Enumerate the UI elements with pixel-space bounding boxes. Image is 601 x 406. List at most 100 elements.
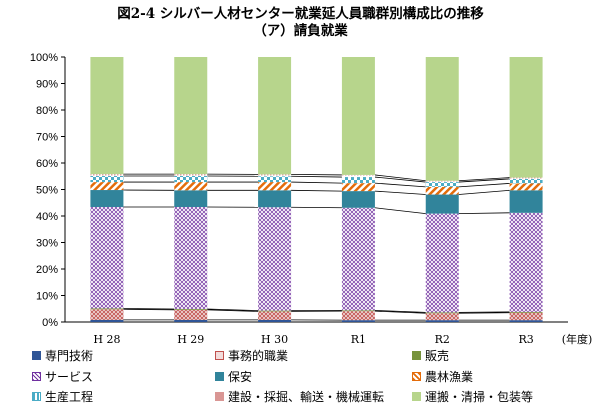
- bar-segment: [90, 57, 124, 175]
- bar-segment: [425, 186, 459, 195]
- bar-segment: [174, 174, 208, 176]
- legend-swatch: [412, 371, 421, 381]
- bar-segment: [258, 207, 292, 311]
- x-tick-label: H 30: [261, 333, 288, 346]
- legend-label: 販売: [425, 349, 450, 363]
- bar-segment: [174, 190, 208, 207]
- series-connector-line: [291, 175, 342, 178]
- series-connector-line: [207, 308, 259, 312]
- legend-item: 保安: [215, 368, 252, 385]
- x-unit-label: (年度): [562, 332, 593, 346]
- bar-segment: [90, 308, 124, 310]
- bar-stack: [174, 57, 208, 322]
- y-tick-label: 100%: [30, 52, 58, 64]
- y-tick-label: 90%: [36, 79, 58, 91]
- bar-segment: [90, 319, 124, 322]
- bar-segment: [341, 311, 375, 321]
- series-connector-line: [374, 176, 426, 183]
- bar-segment: [425, 182, 459, 187]
- legend-label: 専門技術: [45, 349, 94, 363]
- bar-segment: [509, 190, 543, 213]
- series-connector-line: [291, 181, 342, 184]
- bar-segment: [425, 213, 459, 313]
- bar-segment: [258, 57, 292, 175]
- legend-swatch: [215, 371, 224, 381]
- bar-segment: [425, 180, 459, 183]
- bar-segment: [90, 206, 124, 309]
- series-connector-line: [374, 310, 426, 314]
- bar-segment: [341, 183, 375, 192]
- legend-item: サービス: [32, 368, 93, 385]
- legend-swatch: [32, 392, 41, 401]
- bar-segment: [174, 175, 208, 183]
- legend-swatch: [215, 351, 224, 360]
- y-tick-label: 80%: [36, 105, 58, 117]
- bar-segment: [341, 320, 375, 322]
- bar-segment: [174, 206, 208, 310]
- y-tick-label: 30%: [36, 238, 58, 250]
- connector-lines: [123, 173, 510, 321]
- chart-title-line2: （ア）請負就業: [253, 23, 348, 39]
- y-tick-label: 10%: [36, 291, 58, 303]
- bar-stack: [90, 57, 124, 322]
- legend-swatch: [215, 392, 224, 401]
- series-connector-line: [374, 190, 426, 195]
- bar-segment: [258, 182, 292, 191]
- y-tick-label: 20%: [36, 264, 58, 276]
- series-connector-line: [374, 309, 426, 313]
- bar-segment: [258, 319, 292, 322]
- bar-segment: [425, 320, 459, 322]
- bar-segment: [341, 177, 375, 184]
- legend-label: 保安: [228, 369, 253, 384]
- legend-label: 農林漁業: [425, 369, 474, 384]
- bar-segment: [174, 309, 208, 310]
- bar-segment: [174, 57, 208, 175]
- legend-swatch: [412, 351, 421, 360]
- y-tick-label: 60%: [36, 158, 58, 170]
- legend-label: 建設・採掘、輸送・機械運転: [228, 390, 385, 404]
- legend-label: 事務的職業: [228, 349, 289, 363]
- bar-segment: [174, 319, 208, 322]
- x-tick-label: H 28: [93, 333, 120, 346]
- bar-segment: [341, 174, 375, 178]
- legend-swatch: [32, 351, 41, 360]
- bar-segment: [341, 310, 375, 312]
- bar-segment: [174, 309, 208, 320]
- series-connector-line: [458, 311, 510, 313]
- series-connector-line: [458, 312, 510, 314]
- series-connector-line: [207, 309, 259, 312]
- legend-item: 建設・採掘、輸送・機械運転: [215, 388, 384, 405]
- bar-segment: [258, 310, 292, 312]
- bar-segment: [258, 311, 292, 320]
- series-connector-line: [123, 308, 175, 310]
- bar-segment: [258, 190, 292, 208]
- bar-segment: [341, 57, 375, 175]
- bars: [90, 57, 543, 322]
- x-tick-label: H 29: [177, 333, 204, 346]
- bar-segment: [425, 57, 459, 181]
- bar-segment: [509, 183, 543, 191]
- bar-segment: [258, 176, 292, 183]
- y-tick-label: 0%: [42, 317, 58, 329]
- y-tick-label: 40%: [36, 211, 58, 223]
- series-connector-line: [291, 173, 342, 176]
- bar-segment: [341, 191, 375, 208]
- legend-label: 運搬・清掃・包装等: [425, 390, 534, 404]
- bar-stack: [258, 57, 292, 322]
- series-connector-line: [291, 189, 342, 192]
- bar-segment: [509, 212, 543, 312]
- bar-segment: [341, 207, 375, 311]
- series-connector-line: [458, 177, 510, 182]
- series-connector-line: [374, 182, 426, 188]
- chart-title: 図2-4 シルバー人材センター就業延人員職群別構成比の推移 （ア）請負就業: [0, 6, 601, 40]
- bar-segment: [90, 182, 124, 191]
- legend-item: 運搬・清掃・包装等: [412, 388, 533, 405]
- series-connector-line: [123, 308, 175, 311]
- bar-stack: [341, 57, 375, 322]
- bar-segment: [90, 309, 124, 320]
- x-tick-label: R3: [518, 333, 533, 346]
- bar-segment: [90, 175, 124, 183]
- legend-item: 事務的職業: [215, 347, 288, 364]
- bar-segment: [174, 182, 208, 191]
